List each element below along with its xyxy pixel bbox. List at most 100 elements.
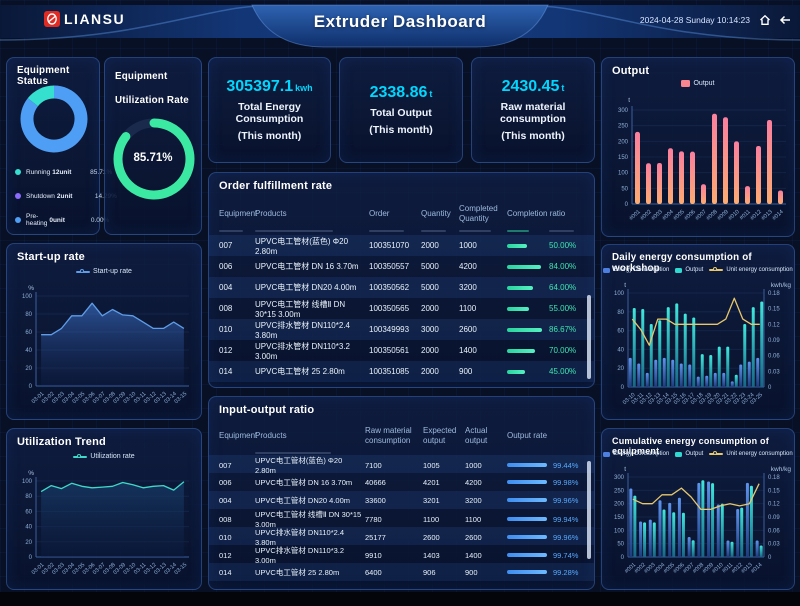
cell-actual: 4200	[465, 477, 482, 487]
cell-product: UPVC电工管材 线槽Ⅱ DN 30*15 3.00m	[255, 299, 346, 319]
panel-title: Input-output ratio	[219, 404, 315, 416]
panel-title: Daily energy consumption of workshop	[612, 252, 752, 274]
cell-done: 4200	[459, 262, 477, 271]
svg-text:0: 0	[621, 555, 625, 561]
table-row[interactable]: 010 UPVC排水管材 DN110*2.4 3.80m 100349993 3000…	[209, 319, 594, 340]
legend-item[interactable]: Output	[681, 80, 715, 87]
partial-fragment	[459, 230, 492, 232]
ratio-value: 84.00%	[549, 262, 577, 271]
cell-qty: 2000	[421, 367, 439, 376]
svg-text:0: 0	[29, 384, 33, 390]
table-row[interactable]: 004 UPVC电工管材 DN20 4.00m 33600 3201 3200 99.96…	[209, 491, 594, 509]
home-icon[interactable]	[758, 13, 771, 26]
svg-text:0.09: 0.09	[768, 338, 780, 344]
table-row[interactable]: 004 UPVC电工管材 DN20 4.00m 100350562 5000 3200 6…	[209, 277, 594, 298]
table-row[interactable]: 012 UPVC排水管材 DN110*3.2 3.00m 9910 1403 1400 9…	[209, 545, 594, 565]
legend-label: Output	[685, 267, 704, 273]
legend-label: Unit energy consumption	[726, 451, 793, 457]
cumulative-energy-combo-chart: 0 50 100 150 200 250 300 0 0.03 0.06 0.09 0.12 0.15 0…	[614, 466, 792, 575]
equipment-status-donut-chart	[20, 85, 88, 153]
order-table-scrollbar[interactable]	[587, 295, 591, 379]
legend-percent: 85.71%	[90, 168, 113, 176]
header-right: 2024-04-28 Sunday 10:14:23	[640, 13, 792, 26]
ratio-bar	[507, 498, 547, 502]
io-table-scrollbar[interactable]	[587, 461, 591, 559]
cell-done: 900	[459, 367, 473, 376]
partial-fragment	[507, 230, 529, 232]
ratio-bar	[507, 463, 547, 467]
cell-expected: 1005	[423, 460, 440, 470]
ratio-bar	[507, 348, 547, 353]
io-table-body: 007 UPVC电工管材(蓝色) Φ20 2.80m 7100 1005 1000 99.…	[209, 455, 594, 581]
legend-item[interactable]: Unit energy consumption	[709, 267, 793, 273]
svg-text:#006: #006	[684, 209, 697, 222]
svg-text:0.12: 0.12	[768, 502, 780, 508]
svg-text:150: 150	[618, 155, 629, 161]
legend-label: Energy Consumption	[613, 267, 670, 273]
svg-text:50: 50	[617, 542, 624, 548]
cell-eq: 006	[219, 477, 232, 487]
column-header: Products	[255, 208, 287, 218]
ratio-value: 45.00%	[549, 367, 577, 376]
status-legend-item[interactable]: Shutdown2unit14.29%	[15, 184, 117, 208]
panel-utilization-rate: Equipment Utilization Rate 85.71%	[104, 57, 202, 235]
kpi-sublabel: (This month)	[501, 130, 565, 142]
svg-text:60: 60	[25, 330, 32, 336]
svg-text:200: 200	[614, 502, 625, 508]
svg-text:#009: #009	[717, 209, 730, 222]
legend-marker	[681, 80, 691, 87]
order-table-header: Equipment Products Order Quantity Completed …	[209, 201, 594, 227]
table-row[interactable]: 007 UPVC电工管材(蓝色) Φ20 2.80m 7100 1005 1000 99.…	[209, 455, 594, 475]
cell-eq: 010	[219, 532, 232, 542]
svg-text:0.03: 0.03	[768, 369, 780, 375]
svg-text:150: 150	[614, 515, 625, 521]
cell-product: UPVC排水管材 DN110*2.4 3.80m	[255, 528, 345, 547]
svg-text:kwh/kg: kwh/kg	[771, 466, 792, 473]
cell-expected: 4201	[423, 477, 440, 487]
panel-startup-rate: Start-up rate Start-up rate 0 20 40 60 80 100…	[6, 243, 202, 420]
footer-strip	[0, 592, 800, 606]
table-row[interactable]: 006 UPVC电工管材 DN 16 3.70m 40666 4201 4200 99.9…	[209, 473, 594, 491]
legend-item[interactable]: Start-up rate	[76, 268, 132, 275]
status-legend-item[interactable]: Running 12unit 85.71%	[15, 160, 112, 184]
ratio-value: 99.74%	[553, 550, 579, 560]
partial-fragment	[255, 452, 331, 454]
ratio-value: 55.00%	[549, 304, 577, 313]
svg-text:#011: #011	[739, 209, 752, 222]
table-row[interactable]: 007 UPVC电工管材(蓝色) Φ20 2.80m 100351070 2000 10…	[209, 235, 594, 256]
legend-dot	[15, 169, 21, 175]
table-row[interactable]: 014 UPVC电工管材 25 2.80m 6400 906 900 99.28%	[209, 563, 594, 581]
svg-text:80: 80	[617, 310, 624, 316]
logo: LIANSU	[44, 11, 125, 27]
svg-text:50: 50	[621, 186, 628, 192]
ratio-bar	[507, 535, 547, 539]
legend-item[interactable]: Energy Consumption	[603, 451, 669, 457]
panel-title: Start-up rate	[17, 251, 85, 263]
table-row[interactable]: 008 UPVC电工管材 线槽Ⅱ DN 30*15 3.00m 7780 1100 11…	[209, 509, 594, 529]
legend-item[interactable]: Output	[675, 267, 703, 273]
legend-item[interactable]: Energy Consumption	[603, 267, 669, 273]
legend-item[interactable]: Output	[675, 451, 703, 457]
panel-output: Output Output 0 50 100 150 200 250 300 t #001 #00…	[601, 57, 795, 237]
legend-units: 12unit	[52, 168, 72, 176]
status-legend-item[interactable]: Pre-heating 0unit 0.00%	[15, 208, 109, 232]
table-row[interactable]: 006 UPVC电工管材 DN 16 3.70m 100350557 5000 4200…	[209, 256, 594, 277]
cell-raw: 25177	[365, 532, 386, 542]
table-row[interactable]: 010 UPVC排水管材 DN110*2.4 3.80m 25177 2600 2600…	[209, 527, 594, 547]
ratio-bar	[507, 480, 547, 484]
svg-text:0: 0	[29, 555, 33, 561]
legend-percent: 0.00%	[90, 216, 110, 224]
cell-eq: 010	[219, 325, 233, 334]
cell-product: UPVC电工管材 25 2.80m	[255, 567, 340, 577]
table-row[interactable]: 014 UPVC电工管材 25 2.80m 100351085 2000 900 45.0…	[209, 361, 594, 382]
back-arrow-icon[interactable]	[779, 13, 792, 26]
cell-product: UPVC电工管材 DN20 4.00m	[255, 495, 351, 505]
cell-raw: 7100	[365, 460, 382, 470]
svg-text:80: 80	[25, 312, 32, 318]
ratio-bar	[507, 243, 547, 248]
table-row[interactable]: 008 UPVC电工管材 线槽Ⅱ DN 30*15 3.00m 100350565 2…	[209, 298, 594, 319]
table-row[interactable]: 012 UPVC排水管材 DN110*3.2 3.00m 100350561 2000…	[209, 340, 594, 361]
legend-item[interactable]: Utilization rate	[73, 453, 135, 460]
legend-item[interactable]: Unit energy consumption	[709, 451, 793, 457]
svg-text:t: t	[624, 466, 626, 473]
